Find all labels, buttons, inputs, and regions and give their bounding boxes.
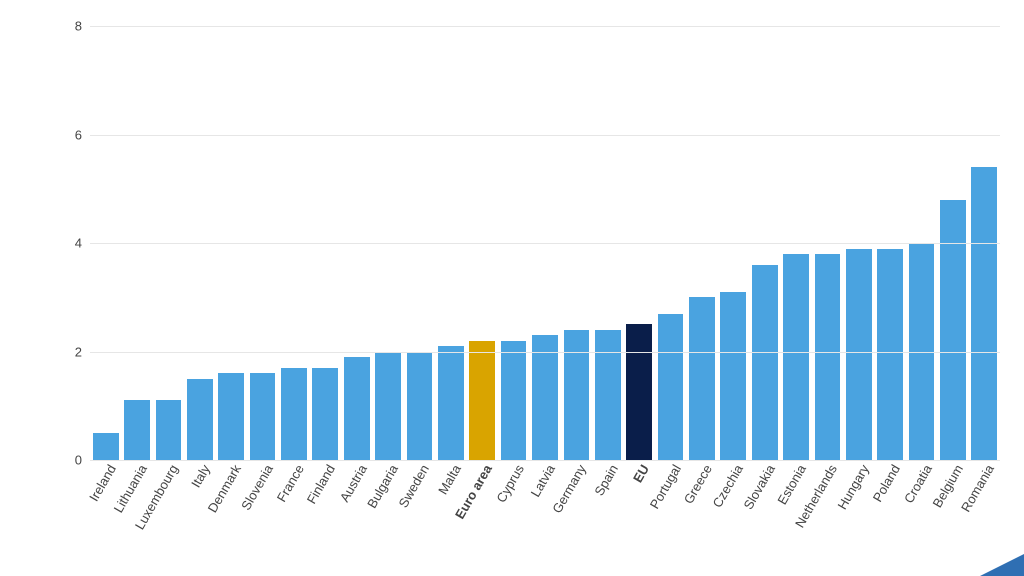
bar (658, 314, 684, 460)
x-label: Ireland (86, 462, 119, 504)
bar (124, 400, 150, 460)
bar (689, 297, 715, 460)
x-label: Poland (870, 462, 903, 505)
bar (564, 330, 590, 460)
x-label: Austria (336, 462, 369, 505)
bar (877, 249, 903, 460)
bar (312, 368, 338, 460)
x-label: Sweden (396, 462, 432, 510)
x-label: Italy (188, 462, 213, 490)
gridline (90, 352, 1000, 353)
y-tick: 6 (75, 127, 82, 142)
y-tick: 8 (75, 19, 82, 34)
plot-area: 02468 (90, 10, 1000, 460)
bar (971, 167, 997, 460)
corner-accent (980, 554, 1024, 576)
bar (218, 373, 244, 460)
bar (156, 400, 182, 460)
bar (846, 249, 872, 460)
bar (469, 341, 495, 460)
bar (281, 368, 307, 460)
gridline (90, 243, 1000, 244)
bar (720, 292, 746, 460)
y-tick: 0 (75, 453, 82, 468)
bar (93, 433, 119, 460)
bar (438, 346, 464, 460)
y-tick: 4 (75, 236, 82, 251)
x-label: EU (630, 462, 652, 485)
bar (815, 254, 841, 460)
x-label: Croatia (901, 462, 935, 506)
bar-chart: 02468 (60, 10, 1000, 460)
x-label: France (274, 462, 307, 505)
x-label: Malta (435, 462, 464, 497)
gridline (90, 135, 1000, 136)
x-label: Finland (304, 462, 338, 506)
bars-container (90, 10, 1000, 460)
bar (940, 200, 966, 460)
gridline (90, 26, 1000, 27)
x-label: Cyprus (493, 462, 527, 505)
bar (375, 352, 401, 460)
x-label: Latvia (528, 462, 558, 500)
bar (250, 373, 276, 460)
bar (626, 324, 652, 460)
bar (407, 352, 433, 460)
bar (783, 254, 809, 460)
bar (187, 379, 213, 460)
bar (752, 265, 778, 460)
bar (501, 341, 527, 460)
bar (595, 330, 621, 460)
x-label: Spain (591, 462, 621, 498)
bar (532, 335, 558, 460)
y-tick: 2 (75, 344, 82, 359)
x-axis-labels: IrelandLithuaniaLuxembourgItalyDenmarkSl… (90, 462, 1000, 572)
bar (344, 357, 370, 460)
